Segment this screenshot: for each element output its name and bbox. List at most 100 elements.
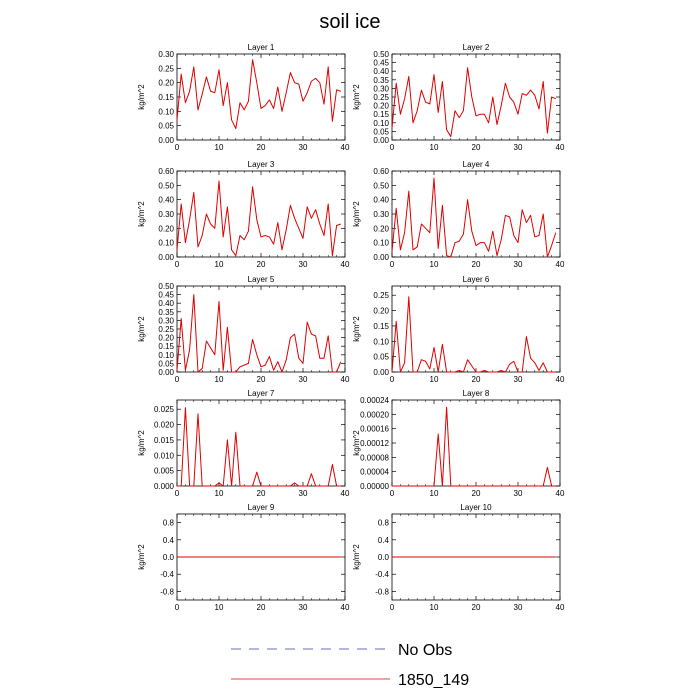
y-tick-label: 0.20 — [373, 307, 389, 316]
y-tick-label: 0.00 — [158, 253, 174, 262]
x-tick-label: 30 — [299, 375, 308, 384]
y-tick-label: 0.40 — [158, 196, 174, 205]
figure-title: soil ice — [319, 11, 380, 33]
y-tick-label: 0.015 — [154, 436, 175, 445]
panel-title: Layer 8 — [463, 389, 490, 398]
x-tick-label: 20 — [257, 143, 266, 152]
y-tick-label: 0.20 — [373, 224, 389, 233]
y-tick-label: 0.50 — [158, 181, 174, 190]
x-tick-label: 40 — [341, 143, 350, 152]
x-tick-label: 10 — [215, 489, 224, 498]
plot-frame — [176, 285, 346, 373]
y-tick-label: 0.40 — [373, 196, 389, 205]
plot-frame — [176, 399, 346, 487]
series-line-1850-149 — [176, 180, 341, 257]
y-axis-label: kg/m^2 — [137, 316, 146, 342]
x-tick-label: 40 — [341, 603, 350, 612]
y-tick-label: 0.005 — [154, 467, 175, 476]
x-tick-label: 0 — [175, 260, 180, 269]
y-tick-label: 0.10 — [158, 351, 174, 360]
x-tick-label: 10 — [215, 260, 224, 269]
y-tick-label: 0.010 — [154, 451, 175, 460]
y-axis-label: kg/m^2 — [352, 316, 361, 342]
x-tick-label: 20 — [257, 375, 266, 384]
y-tick-label: 0.8 — [163, 519, 175, 528]
panel-title: Layer 7 — [248, 389, 275, 398]
y-tick-label: 0.25 — [373, 93, 389, 102]
legend-label-no-obs: No Obs — [398, 642, 452, 659]
x-tick-label: 0 — [390, 489, 395, 498]
x-tick-label: 40 — [556, 603, 565, 612]
x-tick-label: 30 — [514, 603, 523, 612]
x-tick-label: 0 — [175, 603, 180, 612]
panel-layer-8: Layer 8 kg/m^2 0 10 20 30 40 0.00000 0.00004 0.00… — [352, 389, 565, 498]
y-tick-label: 0.4 — [163, 536, 175, 545]
y-tick-label: 0.35 — [373, 76, 389, 85]
x-tick-label: 30 — [299, 143, 308, 152]
panel-title: Layer 5 — [248, 275, 275, 284]
x-tick-label: 10 — [215, 143, 224, 152]
y-tick-label: 0.40 — [158, 299, 174, 308]
x-tick-label: 0 — [390, 603, 395, 612]
y-tick-label: 0.05 — [158, 122, 174, 131]
series-line-1850-149 — [177, 407, 341, 487]
x-tick-label: 40 — [556, 375, 565, 384]
x-tick-label: 30 — [514, 375, 523, 384]
x-tick-label: 20 — [472, 603, 481, 612]
panel-layer-2: Layer 2kg/m^20 10 20 30 400.000.050.100.150.… — [352, 43, 565, 152]
x-tick-label: 40 — [341, 260, 350, 269]
y-tick-label: 0.10 — [158, 107, 174, 116]
plot-frame — [391, 399, 561, 487]
y-tick-label: 0.00008 — [360, 453, 389, 462]
y-axis-label: kg/m^2 — [352, 201, 361, 227]
y-tick-label: 0.20 — [158, 224, 174, 233]
x-tick-label: 40 — [556, 260, 565, 269]
x-tick-label: 40 — [556, 489, 565, 498]
x-tick-label: 10 — [215, 375, 224, 384]
y-tick-label: 0.00004 — [360, 468, 389, 477]
x-tick-label: 40 — [341, 375, 350, 384]
x-tick-label: 10 — [430, 489, 439, 498]
x-tick-label: 20 — [472, 260, 481, 269]
x-tick-label: 0 — [175, 375, 180, 384]
y-axis-label: kg/m^2 — [137, 201, 146, 227]
x-tick-label: 0 — [390, 260, 395, 269]
panel-layer-5: Layer 5kg/m^20 10 20 30 400.000.050.100.150.… — [137, 275, 350, 384]
y-axis-label: kg/m^2 — [137, 430, 146, 456]
y-tick-label: 0.50 — [158, 282, 174, 291]
panel-title: Layer 9 — [248, 503, 275, 512]
y-axis-label: kg/m^2 — [137, 84, 146, 110]
y-tick-label: 0.30 — [158, 50, 174, 59]
y-tick-label: 0.00 — [373, 253, 389, 262]
y-tick-label: 0.25 — [158, 325, 174, 334]
panel-layer-3: Layer 3 kg/m^2 0 10 20 30 40 0.00 0.10 0.20 0.30 0.… — [137, 160, 350, 269]
y-tick-label: 0.00016 — [360, 425, 389, 434]
y-tick-label: 0.25 — [158, 64, 174, 73]
panel-title: Layer 1 — [248, 43, 275, 52]
y-tick-label: -0.8 — [160, 587, 174, 596]
series-line-1850-149 — [391, 177, 557, 258]
x-tick-label: 20 — [472, 143, 481, 152]
y-tick-label: -0.8 — [375, 587, 389, 596]
x-tick-label: 20 — [472, 375, 481, 384]
plot-frame — [176, 170, 346, 258]
x-tick-label: 30 — [514, 143, 523, 152]
x-tick-label: 20 — [257, 603, 266, 612]
panel-title: Layer 2 — [463, 43, 490, 52]
y-tick-label: 0.35 — [158, 308, 174, 317]
panel-title: Layer 4 — [463, 160, 490, 169]
y-tick-label: 0.00 — [373, 368, 389, 377]
y-tick-label: 0.00 — [158, 136, 174, 145]
y-tick-label: 0.000 — [154, 482, 175, 491]
x-tick-label: 0 — [390, 143, 395, 152]
plot-frame — [176, 53, 346, 141]
x-tick-label: 30 — [299, 260, 308, 269]
x-tick-label: 0 — [175, 143, 180, 152]
panel-title: Layer 6 — [463, 275, 490, 284]
y-tick-label: 0.10 — [158, 239, 174, 248]
y-tick-label: 0.50 — [373, 50, 389, 59]
panel-layer-1: Layer 1 kg/m^2 0 10 20 30 40 0.00 0.05 0.10 0.15 0.… — [137, 43, 350, 152]
y-tick-label: 0.00020 — [360, 410, 389, 419]
x-tick-label: 40 — [556, 143, 565, 152]
